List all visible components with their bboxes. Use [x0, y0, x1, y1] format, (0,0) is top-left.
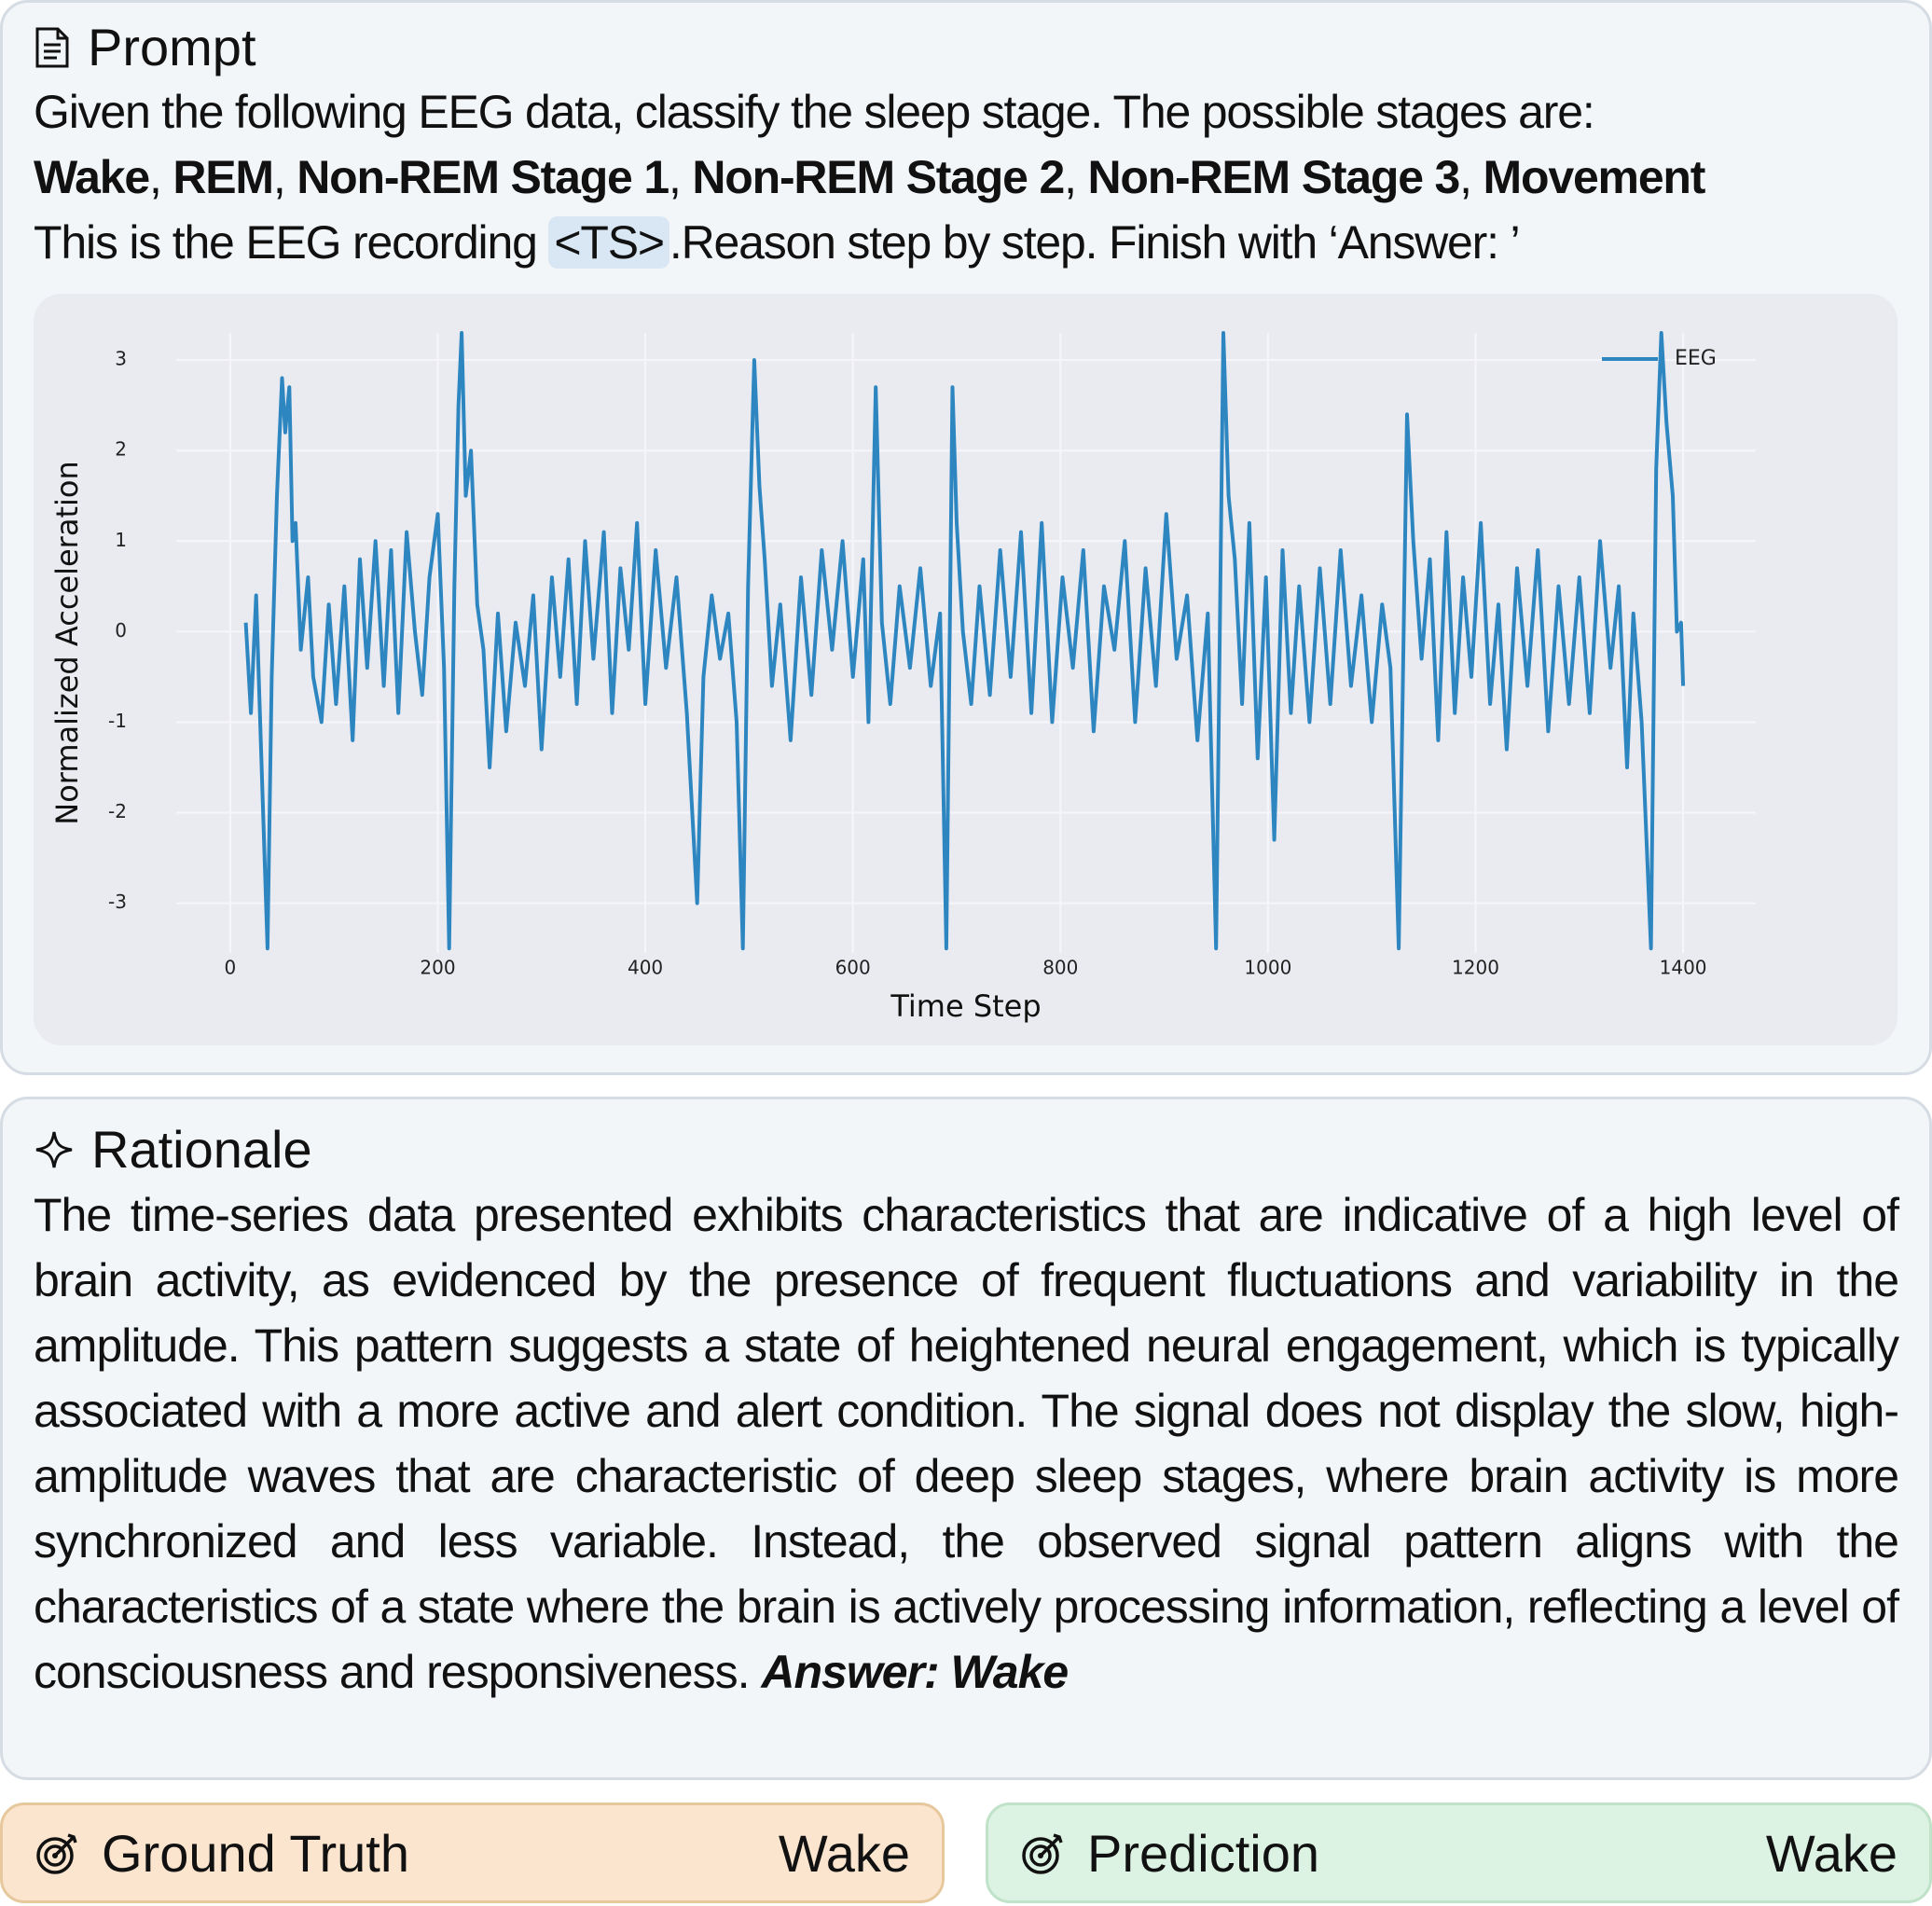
ground-truth-value: Wake [778, 1823, 910, 1883]
target-icon [36, 1833, 77, 1874]
ground-truth-label: Ground Truth [102, 1823, 409, 1883]
prompt-title: Prompt [88, 18, 256, 76]
x-axis-title: Time Step [890, 988, 1041, 1024]
y-tick-label: 3 [115, 348, 127, 370]
rationale-body: The time-series data presented exhibits … [34, 1189, 1899, 1698]
x-tick-label: 600 [835, 957, 871, 979]
prediction-label: Prediction [1087, 1823, 1320, 1883]
stage-list: Wake, REM, Non-REM Stage 1, Non-REM Stag… [34, 145, 1706, 210]
y-tick-label: 2 [115, 438, 127, 461]
separator: , [148, 151, 173, 203]
y-axis-title: Normalized Acceleration [49, 461, 85, 824]
stage: Non-REM Stage 3 [1087, 151, 1460, 203]
stage: Non-REM Stage 1 [297, 151, 669, 203]
rationale-card [0, 1097, 1932, 1780]
x-tick-label: 1400 [1660, 957, 1707, 979]
y-tick-label: 0 [115, 619, 127, 642]
x-tick-label: 400 [628, 957, 663, 979]
separator: , [1064, 151, 1088, 203]
separator: , [272, 151, 297, 203]
chart: -3 -2 -1 0 1 2 3 0 200 400 600 800 1000 1200 1400 Time … [49, 331, 1756, 1024]
y-tick-label: -3 [108, 891, 127, 913]
prompt-text: This is the EEG recording [34, 216, 549, 269]
ground-truth-box: Ground Truth Wake [0, 1802, 945, 1903]
prompt-line: This is the EEG recording <TS> .Reason st… [34, 210, 1521, 275]
legend-label: EEG [1675, 347, 1717, 370]
separator: , [668, 151, 693, 203]
sparkle-icon [35, 1131, 73, 1167]
data-line [243, 331, 1686, 951]
stage: REM [172, 151, 274, 203]
y-tick-label: -1 [108, 710, 127, 732]
prediction-box: Prediction Wake [986, 1802, 1932, 1903]
y-tick-label: -2 [108, 800, 127, 822]
rationale-answer: Answer: Wake [761, 1646, 1069, 1698]
target-icon [1022, 1833, 1063, 1874]
stage: Non-REM Stage 2 [692, 151, 1065, 203]
prompt-header: Prompt [34, 17, 256, 77]
x-tick-label: 800 [1042, 957, 1078, 979]
stage: Wake [34, 151, 150, 203]
prompt-line: Given the following EEG data, classify t… [34, 86, 1595, 138]
separator: , [1459, 151, 1484, 203]
x-tick-label: 200 [420, 957, 455, 979]
stage: Movement [1483, 151, 1706, 203]
x-tick-label: 0 [225, 957, 237, 979]
prediction-value: Wake [1765, 1823, 1898, 1883]
ts-placeholder: <TS> [548, 216, 669, 269]
prompt-text: .Reason step by step. Finish with ‘Answe… [669, 216, 1521, 269]
rationale-header: Rationale [34, 1119, 312, 1180]
document-icon [35, 27, 69, 67]
rationale-title: Rationale [91, 1120, 312, 1179]
y-tick-label: 1 [115, 529, 127, 551]
rationale-text: The time-series data presented exhibits … [34, 1182, 1899, 1705]
chart-panel: -3 -2 -1 0 1 2 3 0 200 400 600 800 1000 1200 1400 Time … [34, 294, 1898, 1045]
x-tick-label: 1000 [1244, 957, 1291, 979]
x-tick-label: 1200 [1452, 957, 1499, 979]
